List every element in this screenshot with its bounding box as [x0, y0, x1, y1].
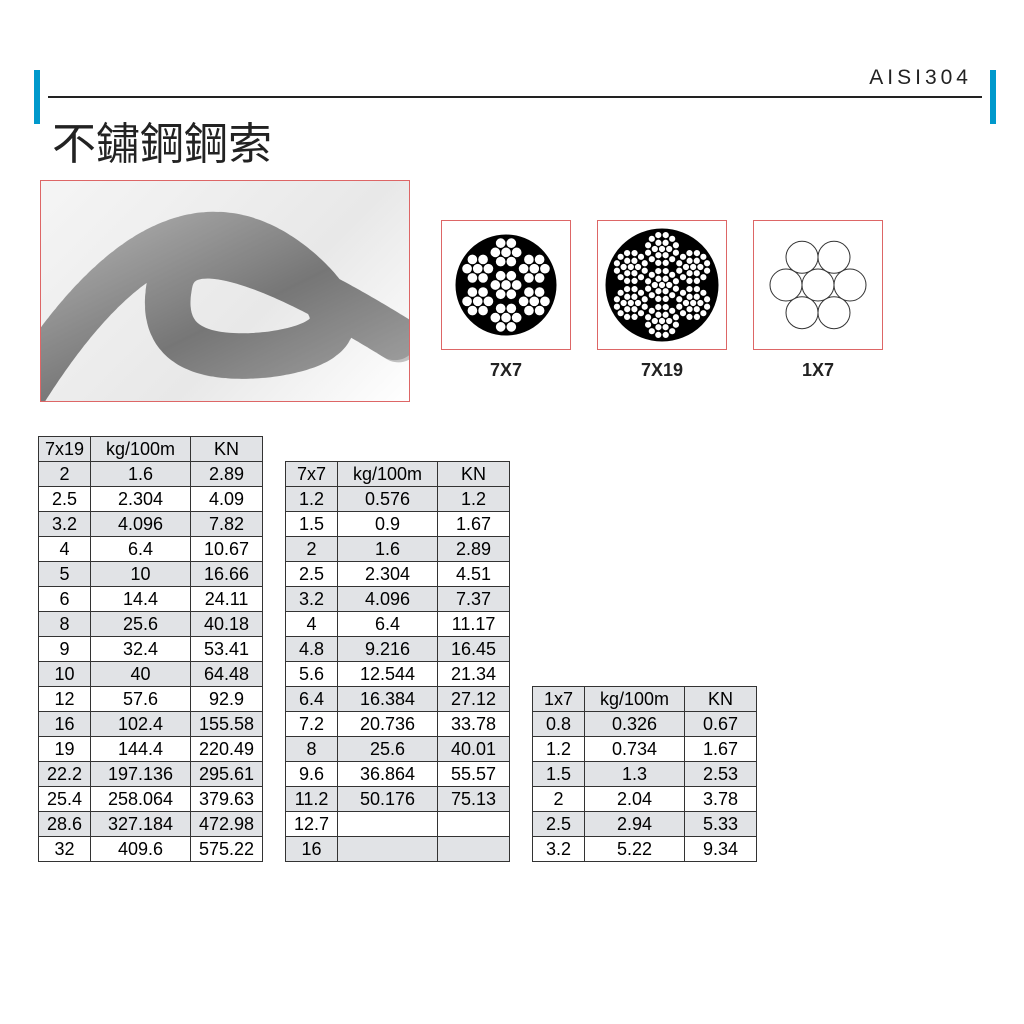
column-header: kg/100m — [585, 687, 685, 712]
table-row: 22.043.78 — [533, 787, 757, 812]
table-row: 32409.6575.22 — [39, 837, 263, 862]
spec-tables: 7x19kg/100mKN21.62.892.52.3044.093.24.09… — [38, 436, 757, 862]
table-row: 12.7 — [286, 812, 510, 837]
table-row: 7.220.73633.78 — [286, 712, 510, 737]
table-row: 19144.4220.49 — [39, 737, 263, 762]
table-row: 21.62.89 — [39, 462, 263, 487]
accent-right — [990, 70, 996, 124]
column-header: 7x7 — [286, 462, 338, 487]
accent-left — [34, 70, 40, 124]
table-row: 614.424.11 — [39, 587, 263, 612]
diagram-7x7: 7X7 — [438, 220, 574, 381]
cross-section-diagrams: 7X7 7X19 1X7 — [438, 220, 886, 381]
table-row: 51016.66 — [39, 562, 263, 587]
diagram-7x19: 7X19 — [594, 220, 730, 381]
table-row: 4.89.21616.45 — [286, 637, 510, 662]
product-photo — [40, 180, 410, 402]
page-title: 不鏽鋼鋼索 — [52, 108, 282, 172]
table-row: 16102.4155.58 — [39, 712, 263, 737]
table-row: 0.80.3260.67 — [533, 712, 757, 737]
table-row: 22.2197.136295.61 — [39, 762, 263, 787]
column-header: KN — [438, 462, 510, 487]
table-row: 1257.692.9 — [39, 687, 263, 712]
header-line — [48, 96, 982, 98]
table-row: 3.24.0967.37 — [286, 587, 510, 612]
column-header: KN — [685, 687, 757, 712]
column-header: 1x7 — [533, 687, 585, 712]
diagram-label: 1X7 — [750, 360, 886, 381]
column-header: 7x19 — [39, 437, 91, 462]
table-row: 46.411.17 — [286, 612, 510, 637]
table-row: 1.50.91.67 — [286, 512, 510, 537]
diagram-label: 7X19 — [594, 360, 730, 381]
table-row: 3.25.229.34 — [533, 837, 757, 862]
diagram-label: 7X7 — [438, 360, 574, 381]
table-row: 11.250.17675.13 — [286, 787, 510, 812]
table-row: 25.4258.064379.63 — [39, 787, 263, 812]
table-7x7: 7x7kg/100mKN1.20.5761.21.50.91.6721.62.8… — [285, 461, 510, 862]
table-row: 46.410.67 — [39, 537, 263, 562]
table-row: 9.636.86455.57 — [286, 762, 510, 787]
column-header: kg/100m — [338, 462, 438, 487]
table-row: 104064.48 — [39, 662, 263, 687]
table-row: 16 — [286, 837, 510, 862]
column-header: KN — [191, 437, 263, 462]
table-row: 932.453.41 — [39, 637, 263, 662]
table-7x19: 7x19kg/100mKN21.62.892.52.3044.093.24.09… — [38, 436, 263, 862]
table-row: 28.6327.184472.98 — [39, 812, 263, 837]
table-row: 825.640.01 — [286, 737, 510, 762]
material-label: AISI304 — [863, 66, 978, 90]
table-row: 1.20.7341.67 — [533, 737, 757, 762]
table-row: 21.62.89 — [286, 537, 510, 562]
diagram-1x7: 1X7 — [750, 220, 886, 381]
table-row: 2.52.3044.51 — [286, 562, 510, 587]
column-header: kg/100m — [91, 437, 191, 462]
table-row: 5.612.54421.34 — [286, 662, 510, 687]
table-row: 825.640.18 — [39, 612, 263, 637]
table-row: 6.416.38427.12 — [286, 687, 510, 712]
diagram-7x19-icon — [602, 225, 722, 345]
table-row: 1.51.32.53 — [533, 762, 757, 787]
diagram-1x7-icon — [763, 230, 873, 340]
wire-rope-icon — [41, 181, 409, 401]
diagram-7x7-icon — [451, 230, 561, 340]
table-row: 3.24.0967.82 — [39, 512, 263, 537]
table-row: 1.20.5761.2 — [286, 487, 510, 512]
table-1x7: 1x7kg/100mKN0.80.3260.671.20.7341.671.51… — [532, 686, 757, 862]
table-row: 2.52.3044.09 — [39, 487, 263, 512]
table-row: 2.52.945.33 — [533, 812, 757, 837]
